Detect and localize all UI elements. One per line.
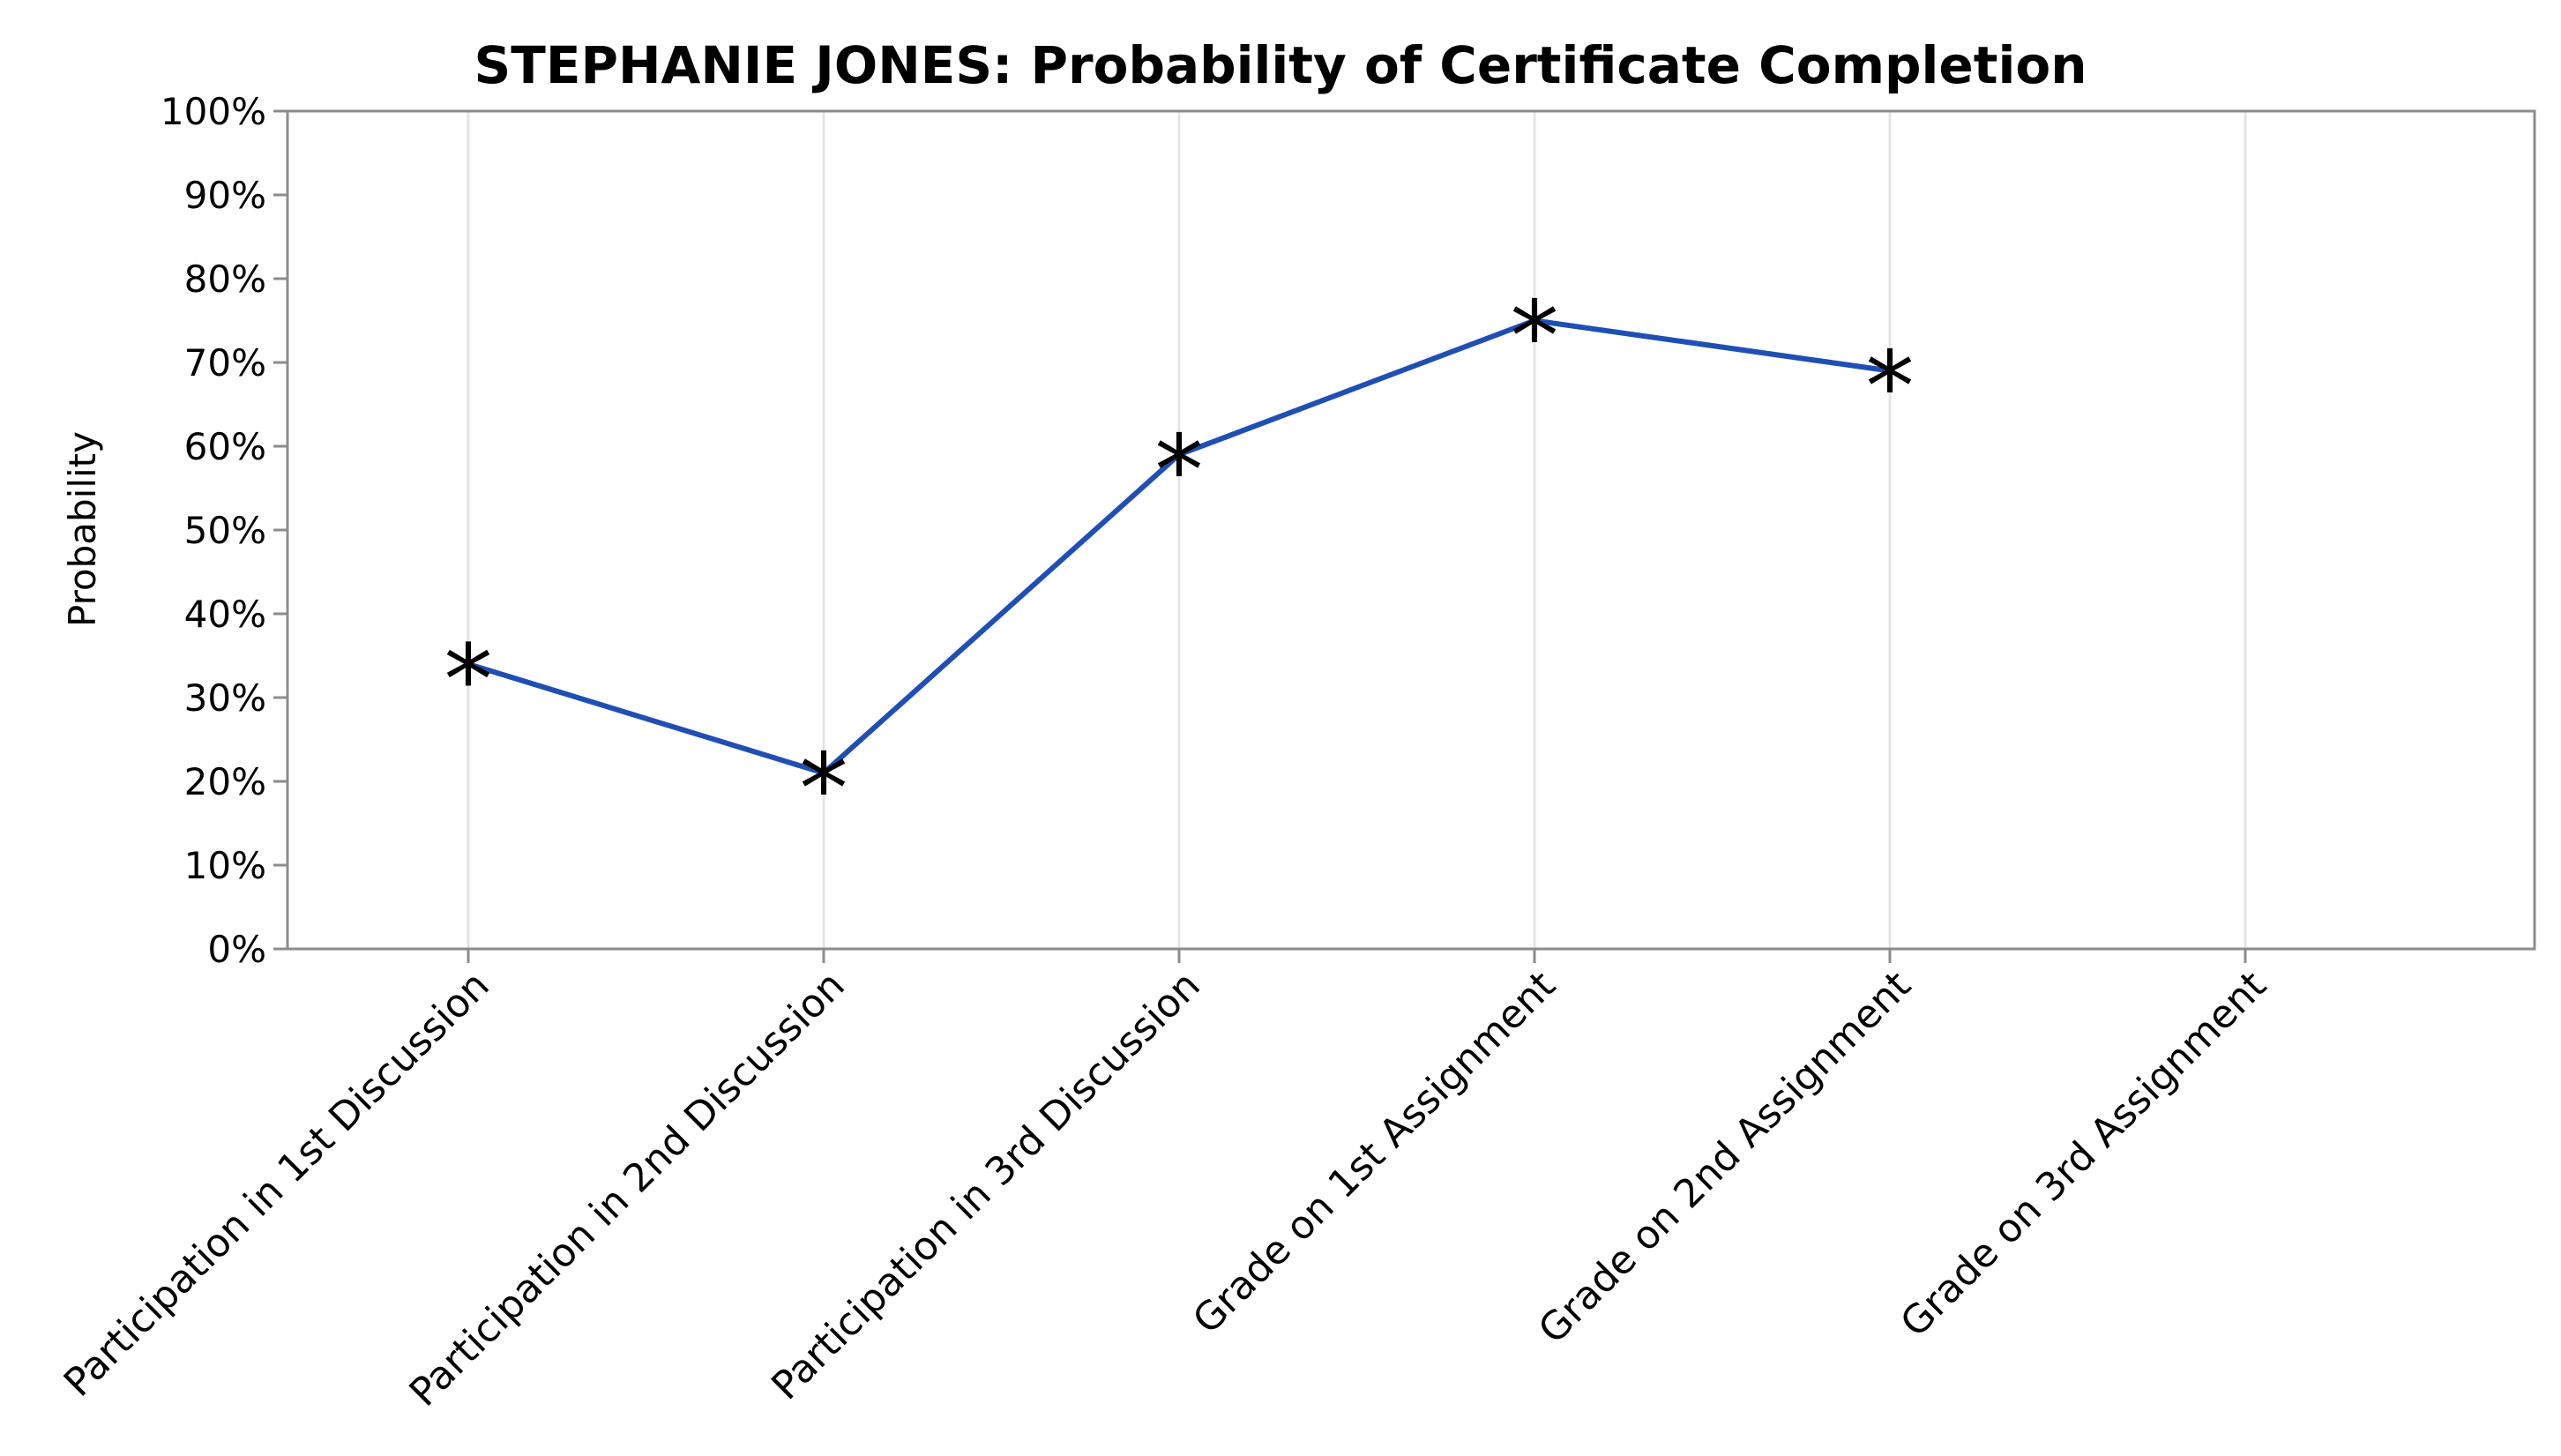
x-axis: Participation in 1st DiscussionParticipa…	[56, 949, 2275, 1415]
x-tick-label: Grade on 1st Assignment	[1184, 963, 1564, 1343]
x-tick-label: Participation in 2nd Discussion	[401, 963, 854, 1415]
y-axis: 0% 10% 20% 30% 40% 50% 60% 70% 80% 90% 100%	[161, 90, 287, 971]
y-tick-label: 60%	[184, 425, 266, 468]
y-tick-label: 90%	[184, 174, 266, 217]
y-tick-label: 10%	[184, 844, 266, 887]
data-point-marker: *	[1866, 331, 1915, 444]
y-tick-label: 70%	[184, 341, 266, 385]
plot-area	[286, 109, 2536, 951]
series-line	[467, 317, 1891, 776]
y-axis-label: Probability	[61, 431, 104, 627]
x-tick-label: Grade on 2nd Assignment	[1530, 963, 1920, 1353]
y-tick-label: 20%	[184, 760, 266, 803]
y-tick-label: 40%	[184, 593, 266, 636]
grid-lines	[467, 111, 2247, 949]
x-tick-label: Participation in 1st Discussion	[56, 963, 498, 1406]
x-tick-label: Participation in 3rd Discussion	[763, 963, 1209, 1409]
x-tick-label: Grade on 3rd Assignment	[1892, 963, 2274, 1346]
y-tick-label: 100%	[161, 90, 266, 133]
chart-title: STEPHANIE JONES: Probability of Certific…	[474, 35, 2087, 95]
data-point-marker: *	[444, 623, 493, 736]
y-tick-label: 80%	[184, 258, 266, 301]
series-layer: * * * * *	[444, 280, 1915, 846]
data-point-marker: *	[800, 733, 848, 846]
y-tick-label: 0%	[207, 928, 266, 971]
y-tick-label: 50%	[184, 509, 266, 552]
data-point-marker: *	[1155, 414, 1204, 527]
y-tick-label: 30%	[184, 676, 266, 720]
data-point-marker: *	[1511, 280, 1559, 393]
